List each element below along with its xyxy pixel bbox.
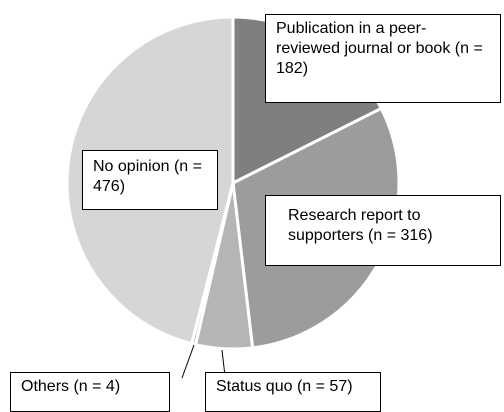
value-label: (n = 476) bbox=[93, 158, 202, 195]
page: (() => { const data = JSON.parse(documen… bbox=[10, 14, 501, 412]
value-label: (n = 316) bbox=[368, 227, 433, 244]
value-label: (n = 182) bbox=[276, 40, 483, 77]
value-label: (n = 57) bbox=[296, 378, 353, 395]
label-box: Research report to supporters (n = 316) bbox=[265, 195, 501, 266]
value-label: (n = 4) bbox=[73, 378, 121, 395]
label-box: Status quo (n = 57) bbox=[205, 372, 381, 412]
label-box: Publication in a peer-reviewed journal o… bbox=[265, 14, 501, 103]
category-label: No opinion bbox=[93, 158, 170, 175]
category-label: Research report to supporters bbox=[288, 207, 421, 244]
leader-line bbox=[181, 344, 195, 379]
leader-line bbox=[221, 349, 226, 377]
label-box: Others (n = 4) bbox=[10, 372, 170, 412]
category-label: Status quo bbox=[216, 378, 293, 395]
label-box: No opinion (n = 476) bbox=[82, 150, 218, 210]
category-label: Others bbox=[21, 378, 70, 395]
category-label: Publication in a peer-reviewed journal o… bbox=[276, 20, 451, 57]
